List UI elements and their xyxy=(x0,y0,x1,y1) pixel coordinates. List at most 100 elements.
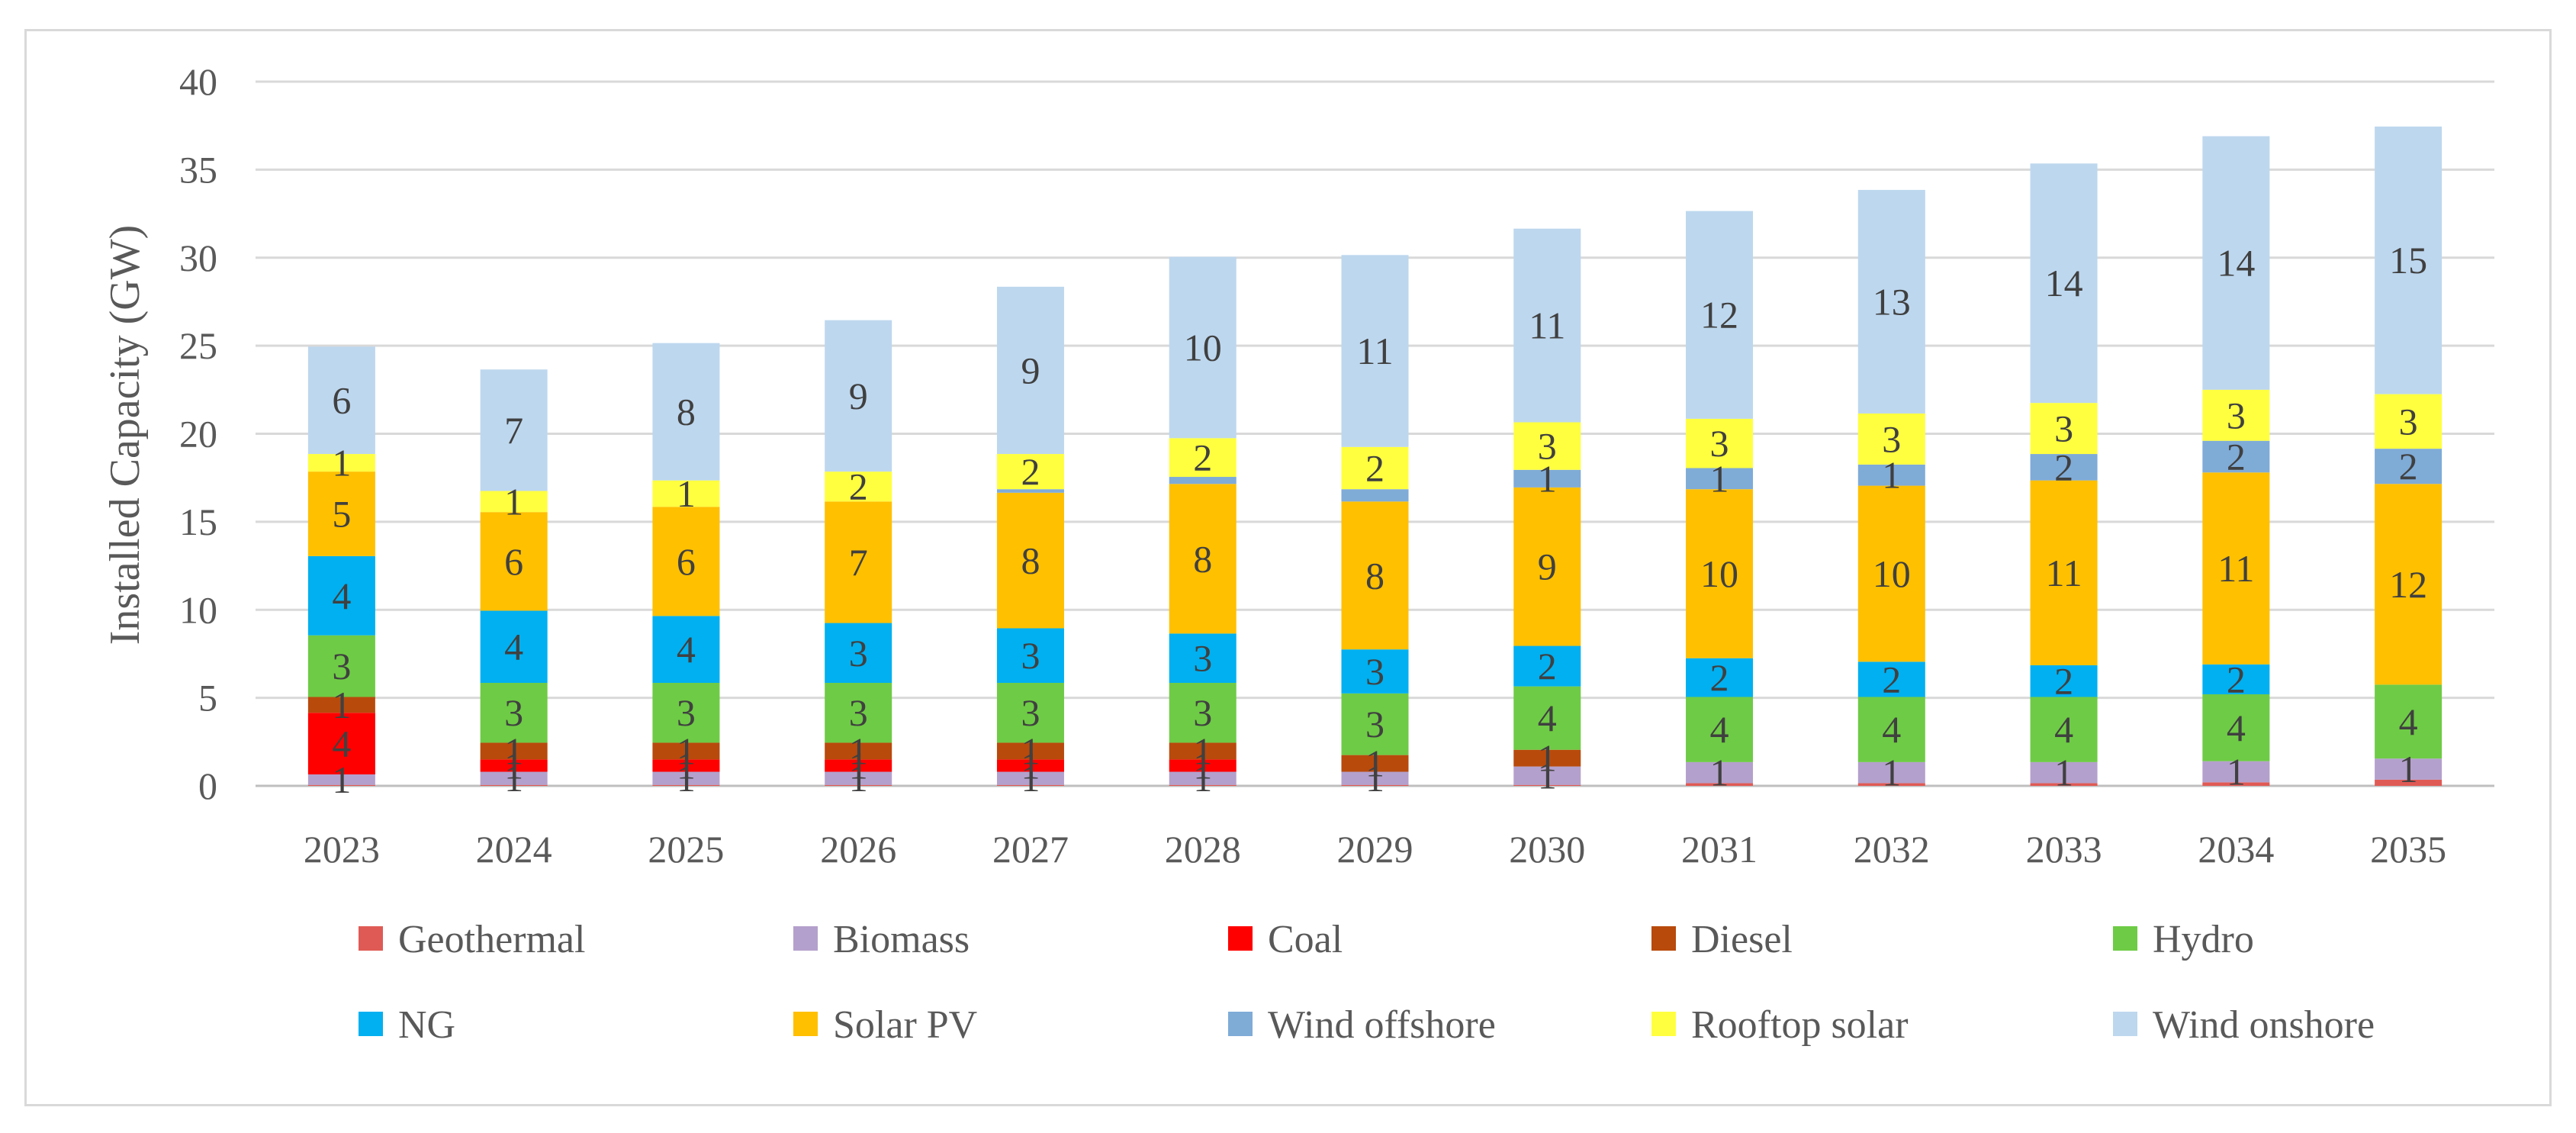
legend-label-wind-onshore: Wind onshore xyxy=(2153,1003,2375,1047)
data-label-rooftop-solar-2027: 2 xyxy=(1021,450,1040,493)
data-label-rooftop-solar-2035: 3 xyxy=(2399,400,2418,443)
data-label-wind-onshore-2028: 10 xyxy=(1184,326,1222,369)
bar-geothermal-2032 xyxy=(1857,783,1925,786)
data-label-solar-pv-2034: 11 xyxy=(2217,547,2254,590)
bar-geothermal-2029 xyxy=(1341,784,1409,786)
y-tick-label-25: 25 xyxy=(179,324,217,367)
bar-wind-onshore-2027 xyxy=(996,286,1064,455)
data-label-hydro-2032: 4 xyxy=(1882,708,1901,751)
data-label-hydro-2025: 3 xyxy=(677,691,696,734)
bar-coal-2028 xyxy=(1169,759,1237,772)
bar-rooftop-solar-2024 xyxy=(480,491,548,513)
bar-wind-offshore-2034 xyxy=(2202,440,2270,473)
x-tick-label-2024: 2024 xyxy=(476,828,552,871)
data-label-wind-onshore-2034: 14 xyxy=(2217,242,2255,285)
legend-label-solar-pv: Solar PV xyxy=(833,1003,977,1047)
data-label-rooftop-solar-2028: 2 xyxy=(1193,436,1212,479)
data-label-wind-offshore-2032: 1 xyxy=(1882,454,1901,497)
bar-biomass-2029 xyxy=(1341,771,1409,785)
bar-hydro-2034 xyxy=(2202,694,2270,761)
bar-wind-offshore-2027 xyxy=(996,489,1064,493)
data-label-ng-2026: 3 xyxy=(849,632,868,674)
x-tick-label-2031: 2031 xyxy=(1681,828,1758,871)
data-label-wind-onshore-2033: 14 xyxy=(2045,262,2083,304)
data-label-biomass-2033: 1 xyxy=(2054,752,2073,794)
x-tick-label-2027: 2027 xyxy=(992,828,1069,871)
legend-label-coal: Coal xyxy=(1268,918,1343,961)
data-label-coal-2023: 4 xyxy=(332,723,351,765)
bar-geothermal-2035 xyxy=(2375,779,2443,786)
bar-ng-2034 xyxy=(2202,664,2270,695)
bar-solar-pv-2034 xyxy=(2202,472,2270,665)
data-label-ng-2023: 4 xyxy=(332,575,351,617)
data-label-wind-onshore-2027: 9 xyxy=(1021,349,1040,391)
bar-wind-offshore-2035 xyxy=(2375,449,2443,484)
data-label-hydro-2031: 4 xyxy=(1710,708,1729,751)
bar-wind-offshore-2029 xyxy=(1341,489,1409,502)
bar-wind-offshore-2030 xyxy=(1513,469,1581,488)
bar-rooftop-solar-2035 xyxy=(2375,394,2443,449)
bar-solar-pv-2023 xyxy=(307,472,375,556)
data-label-solar-pv-2026: 7 xyxy=(849,541,868,584)
x-axis-ticks: 2023 2024 2025 2026 2027 2028 2029 2030 2031 2032… xyxy=(304,828,2446,871)
bar-biomass-2035 xyxy=(2375,758,2443,780)
bar-solar-pv-2024 xyxy=(480,512,548,611)
bar-biomass-2027 xyxy=(996,771,1064,785)
data-label-solar-pv-2032: 10 xyxy=(1873,552,1911,595)
bar-hydro-2031 xyxy=(1686,697,1754,762)
bar-coal-2026 xyxy=(825,759,892,772)
bar-geothermal-2025 xyxy=(652,784,720,786)
data-label-ng-2032: 2 xyxy=(1882,658,1901,700)
x-tick-label-2023: 2023 xyxy=(304,828,380,871)
data-label-rooftop-solar-2033: 3 xyxy=(2054,407,2073,450)
x-tick-label-2026: 2026 xyxy=(820,828,896,871)
legend-swatch-solar-pv xyxy=(793,1012,818,1036)
data-label-rooftop-solar-2030: 3 xyxy=(1538,425,1557,468)
bar-hydro-2033 xyxy=(2030,697,2098,762)
data-label-wind-offshore-2030: 1 xyxy=(1538,457,1557,500)
data-label-hydro-2034: 4 xyxy=(2227,707,2246,749)
bar-rooftop-solar-2027 xyxy=(996,454,1064,490)
bar-coal-2025 xyxy=(652,759,720,772)
bar-diesel-2023 xyxy=(307,697,375,713)
data-label-solar-pv-2027: 8 xyxy=(1021,539,1040,582)
data-label-coal-2028: 1 xyxy=(1193,744,1212,787)
y-axis-title: Installed Capacity (GW) xyxy=(101,225,149,645)
bar-ng-2029 xyxy=(1341,649,1409,694)
data-label-ng-2033: 2 xyxy=(2054,660,2073,703)
bar-solar-pv-2033 xyxy=(2030,480,2098,665)
bar-wind-onshore-2030 xyxy=(1513,228,1581,423)
data-label-hydro-2035: 4 xyxy=(2399,700,2418,743)
data-label-biomass-2023: 1 xyxy=(332,758,351,801)
legend-item-ng: NG xyxy=(359,1003,455,1047)
data-label-solar-pv-2035: 12 xyxy=(2389,563,2427,606)
data-label-wind-onshore-2026: 9 xyxy=(849,375,868,417)
bar-wind-onshore-2026 xyxy=(825,320,892,472)
data-label-rooftop-solar-2023: 1 xyxy=(332,442,351,484)
bar-hydro-2028 xyxy=(1169,683,1237,743)
data-label-coal-2027: 1 xyxy=(1021,744,1040,787)
bar-diesel-2030 xyxy=(1513,749,1581,767)
bar-rooftop-solar-2033 xyxy=(2030,403,2098,455)
bar-biomass-2023 xyxy=(307,774,375,785)
bar-rooftop-solar-2032 xyxy=(1857,413,1925,465)
bars xyxy=(307,126,2443,786)
bar-hydro-2024 xyxy=(480,683,548,743)
data-label-biomass-2025: 1 xyxy=(677,757,696,800)
data-label-biomass-2031: 1 xyxy=(1710,752,1729,794)
bar-biomass-2026 xyxy=(825,771,892,785)
data-label-wind-onshore-2025: 8 xyxy=(677,391,696,433)
bar-ng-2032 xyxy=(1857,661,1925,697)
legend-swatch-coal xyxy=(1228,926,1253,951)
data-label-hydro-2028: 3 xyxy=(1193,691,1212,734)
bar-rooftop-solar-2031 xyxy=(1686,418,1754,468)
legend-swatch-hydro xyxy=(2113,926,2137,951)
data-label-biomass-2034: 1 xyxy=(2227,751,2246,793)
legend-swatch-wind-onshore xyxy=(2113,1012,2137,1036)
data-label-wind-offshore-2034: 2 xyxy=(2227,435,2246,478)
bar-ng-2026 xyxy=(825,623,892,684)
data-label-biomass-2029: 1 xyxy=(1365,757,1384,800)
legend-item-hydro: Hydro xyxy=(2113,918,2254,961)
data-label-wind-onshore-2032: 13 xyxy=(1873,280,1911,323)
